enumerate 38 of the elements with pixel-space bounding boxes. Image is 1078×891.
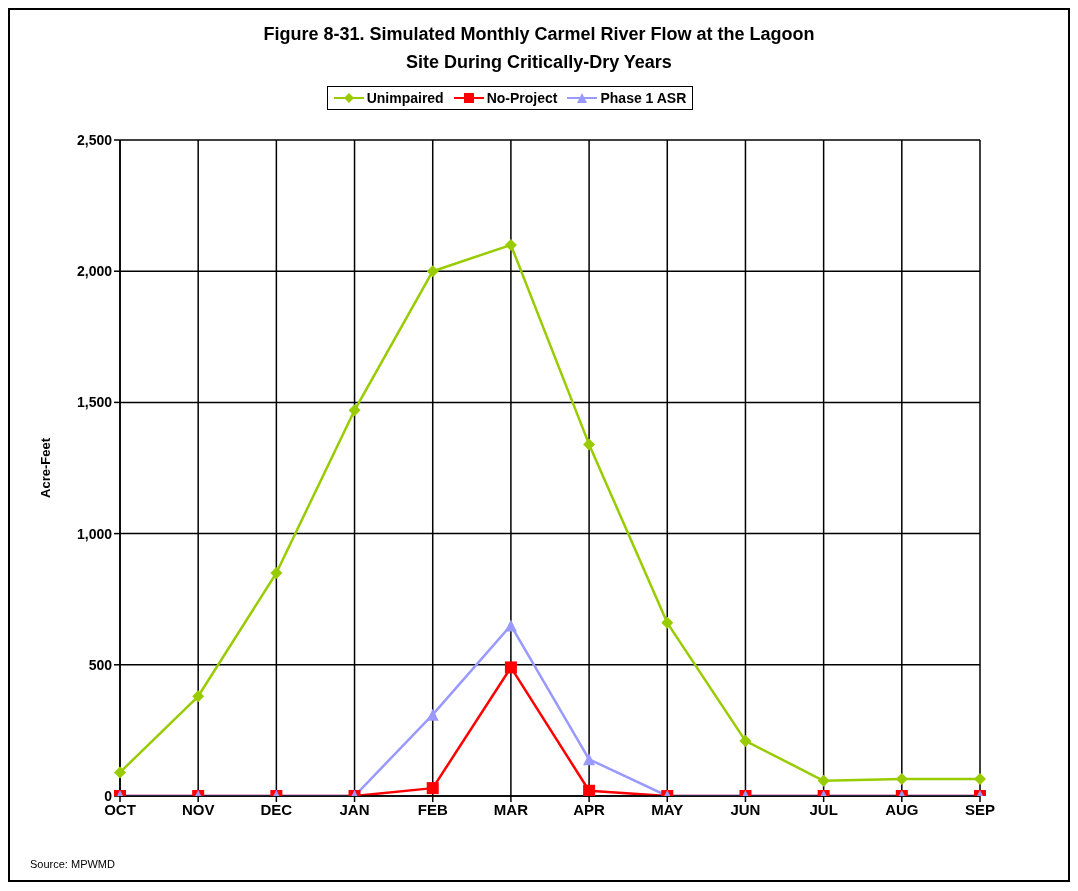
- source-note: Source: MPWMD: [30, 858, 115, 870]
- point: [583, 438, 596, 451]
- x-tick-label: AUG: [885, 800, 919, 818]
- x-tick-label: NOV: [181, 800, 215, 818]
- x-tick-label: MAR: [493, 800, 529, 818]
- x-tick-label: JAN: [339, 800, 370, 818]
- point: [661, 616, 674, 629]
- x-tick-label: APR: [573, 800, 606, 818]
- y-tick-label: 2,500: [76, 131, 113, 148]
- point: [504, 619, 517, 632]
- legend-label: No-Project: [486, 90, 558, 106]
- point: [504, 238, 517, 251]
- x-tick-label: SEP: [964, 800, 996, 818]
- y-tick-label: 1,500: [76, 394, 113, 411]
- point: [583, 753, 596, 766]
- x-tick-label: DEC: [260, 800, 293, 818]
- point: [426, 782, 439, 795]
- x-tick-label: JUN: [730, 800, 761, 818]
- point: [348, 404, 361, 417]
- legend-label: Unimpaired: [366, 90, 444, 106]
- legend-label: Phase 1 ASR: [600, 90, 687, 106]
- y-tick-label: 2,000: [76, 263, 113, 280]
- point: [583, 784, 596, 796]
- point: [426, 265, 439, 278]
- x-tick-label: FEB: [417, 800, 448, 818]
- chart-title: Figure 8-31. Simulated Monthly Carmel River Flow at the Lagoon Site During Critically-Dry Years: [262, 23, 816, 74]
- y-tick-label: 1,000: [76, 525, 113, 542]
- y-axis-title: Acre-Feet: [37, 437, 53, 498]
- x-tick-label: JUL: [809, 800, 838, 818]
- point: [504, 661, 517, 674]
- y-tick-label: 500: [88, 656, 113, 673]
- point: [270, 566, 283, 579]
- point: [974, 772, 986, 785]
- point: [192, 690, 205, 703]
- point: [114, 766, 126, 779]
- point: [817, 774, 830, 787]
- x-tick-label: MAY: [651, 800, 684, 818]
- point: [739, 734, 752, 747]
